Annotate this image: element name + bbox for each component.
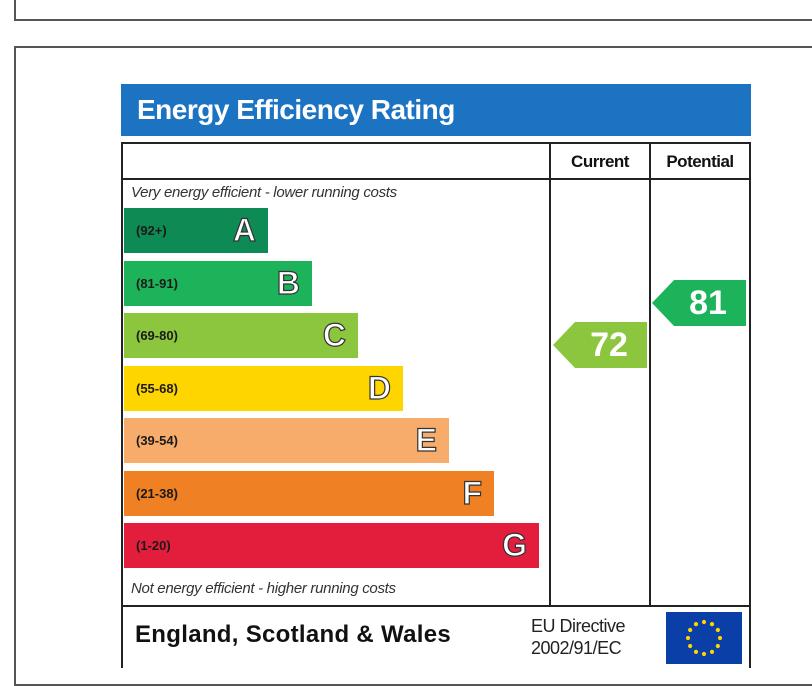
- band-f: (21-38) F: [124, 471, 494, 516]
- band-g: (1-20) G: [124, 523, 539, 568]
- eu-flag-star: [715, 643, 720, 649]
- band-a: (92+) A: [124, 208, 268, 253]
- band-letter: A: [232, 211, 256, 248]
- header-divider: [123, 178, 749, 180]
- band-letter: E: [415, 421, 438, 458]
- footer: England, Scotland & Wales EU Directive 2…: [121, 605, 751, 668]
- eu-flag-star: [693, 622, 699, 627]
- band-d: (55-68) D: [124, 366, 403, 411]
- band-letter: B: [276, 264, 300, 301]
- band-letter: D: [367, 369, 391, 406]
- rating-table: Current Potential Very energy efficient …: [121, 142, 751, 607]
- eu-directive: EU Directive 2002/91/EC: [531, 615, 626, 659]
- band-range-label: (1-20): [136, 538, 171, 553]
- eu-flag-star: [701, 651, 707, 657]
- band-range-label: (81-91): [136, 276, 178, 291]
- eu-directive-line2: 2002/91/EC: [531, 638, 622, 658]
- eu-flag-star: [688, 627, 693, 633]
- band-range-label: (55-68): [136, 381, 178, 396]
- band-e: (39-54) E: [124, 418, 449, 463]
- current-rating-arrow: 72: [553, 322, 647, 368]
- band-range-label: (69-80): [136, 328, 178, 343]
- eu-flag-star: [709, 622, 715, 627]
- band-b: (81-91) B: [124, 261, 312, 306]
- eu-flag-star: [701, 619, 707, 625]
- band-letter: F: [462, 474, 483, 511]
- column-divider-current: [549, 144, 551, 605]
- eu-flag-star: [688, 643, 693, 649]
- current-column-header: Current: [571, 152, 629, 171]
- potential-column-header: Potential: [666, 152, 734, 171]
- current-rating-value: 72: [590, 326, 628, 364]
- eu-flag-star: [717, 635, 723, 641]
- band-range-label: (92+): [136, 223, 167, 238]
- eu-flag-star: [709, 649, 715, 654]
- band-range-label: (21-38): [136, 486, 178, 501]
- bottom-note: Not energy efficient - higher running co…: [131, 580, 396, 597]
- band-letter: G: [502, 526, 528, 563]
- eu-flag-star: [715, 627, 720, 633]
- potential-rating-arrow: 81: [652, 280, 746, 326]
- top-note: Very energy efficient - lower running co…: [131, 184, 397, 201]
- eu-flag-star: [693, 649, 699, 654]
- column-divider-potential: [649, 144, 651, 605]
- band-c: (69-80) C: [124, 313, 358, 358]
- potential-rating-value: 81: [689, 284, 727, 322]
- top-frame: [14, 0, 812, 21]
- band-letter: C: [322, 316, 346, 353]
- eu-flag-icon: [666, 612, 742, 664]
- footer-region: England, Scotland & Wales: [135, 621, 451, 648]
- eu-directive-line1: EU Directive: [531, 616, 626, 636]
- band-range-label: (39-54): [136, 433, 178, 448]
- chart-title: Energy Efficiency Rating: [121, 84, 751, 136]
- eu-flag-star: [685, 635, 691, 641]
